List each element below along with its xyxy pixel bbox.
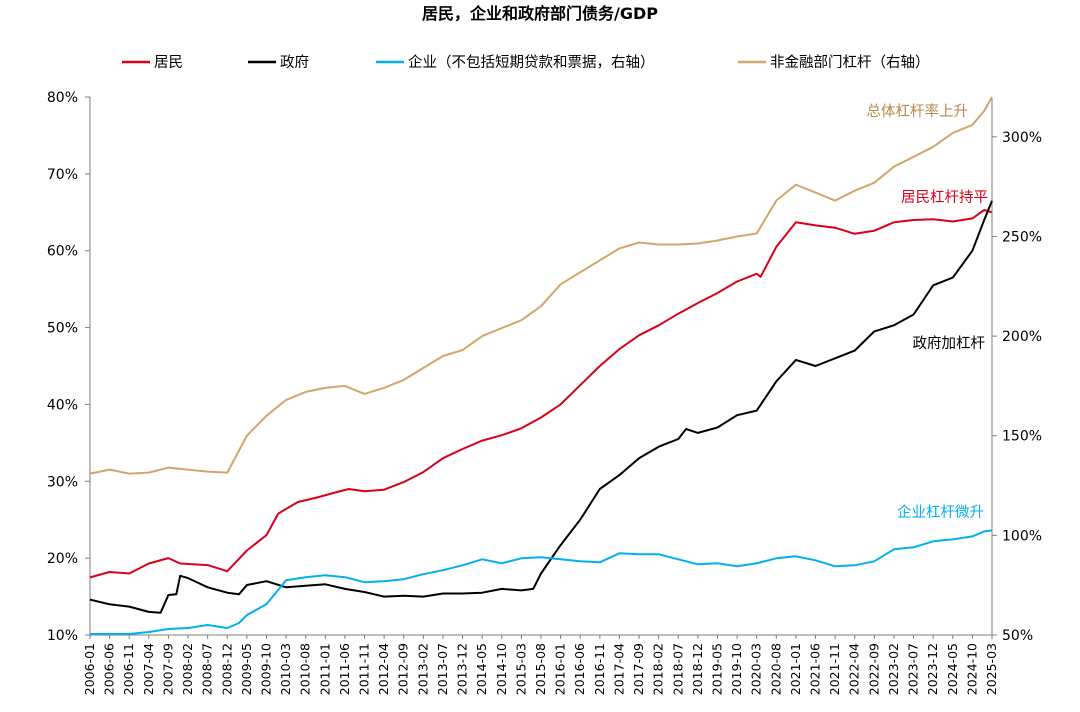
x-tick-label: 2006-11 — [121, 643, 136, 695]
right-tick-label: 100% — [1002, 528, 1042, 544]
x-tick-label: 2022-09 — [866, 643, 881, 695]
x-tick-label: 2007-09 — [160, 643, 175, 695]
x-tick-label: 2008-02 — [180, 643, 195, 695]
series-line-3 — [90, 529, 993, 635]
x-tick-label: 2021-06 — [808, 643, 823, 695]
series-group — [89, 96, 993, 635]
x-tick-label: 2016-11 — [592, 643, 607, 695]
x-tick-label: 2013-12 — [455, 643, 470, 695]
x-tick-label: 2023-07 — [906, 643, 921, 695]
x-tick-label: 2012-09 — [396, 643, 411, 695]
x-tick-label: 2021-01 — [788, 643, 803, 695]
x-tick-label: 2015-03 — [513, 643, 528, 695]
x-tick-label: 2006-06 — [102, 643, 117, 695]
x-tick-label: 2011-01 — [317, 643, 332, 695]
left-tick-label: 50% — [47, 321, 78, 337]
x-tick-label: 2014-05 — [474, 643, 489, 695]
right-tick-label: 250% — [1002, 229, 1042, 245]
x-tick-label: 2008-12 — [219, 643, 234, 695]
x-tick-label: 2011-06 — [337, 643, 352, 695]
x-tick-label: 2009-10 — [258, 643, 273, 695]
x-tick-label: 2009-05 — [239, 643, 254, 695]
x-tick-label: 2019-05 — [709, 643, 724, 695]
right-tick-label: 150% — [1002, 429, 1042, 445]
left-tick-label: 30% — [47, 474, 78, 490]
x-tick-label: 2023-02 — [886, 643, 901, 695]
x-tick-label: 2015-08 — [533, 643, 548, 695]
legend: 居民 政府 企业（不包括短期贷款和票据，右轴） 非金融部门杠杆（右轴） — [122, 53, 930, 71]
right-tick-label: 200% — [1002, 329, 1042, 345]
annotation-2: 居民杠杆持平 — [901, 189, 988, 206]
x-tick-label: 2023-12 — [925, 643, 940, 695]
x-tick-label: 2024-10 — [964, 643, 979, 695]
x-tick-label: 2006-01 — [82, 643, 97, 695]
x-tick-label: 2016-06 — [572, 643, 587, 695]
series-line-2 — [89, 200, 993, 614]
x-tick-label: 2007-04 — [141, 643, 156, 695]
x-tick-label: 2010-08 — [298, 643, 313, 695]
x-tick-label: 2025-03 — [984, 643, 999, 695]
chart-title: 居民，企业和政府部门债务/GDP — [422, 4, 658, 23]
legend-label: 非金融部门杠杆（右轴） — [770, 54, 930, 71]
x-tick-label: 2014-10 — [494, 643, 509, 695]
left-tick-label: 70% — [47, 167, 78, 183]
series-line-1 — [89, 209, 993, 579]
x-tick-label: 2017-09 — [631, 643, 646, 695]
x-tick-label: 2013-07 — [435, 643, 450, 695]
x-tick-label: 2017-04 — [611, 643, 626, 695]
right-tick-label: 300% — [1002, 130, 1042, 146]
axes: 10% 20% 30% 40% 50% 60% 70% 80% 50% 100% 150% 200% 2… — [47, 90, 1042, 695]
x-tick-label: 2018-12 — [690, 643, 705, 695]
legend-label: 政府 — [280, 54, 309, 71]
x-tick-label: 2018-07 — [670, 643, 685, 695]
annotation-1: 总体杠杆率上升 — [867, 103, 969, 120]
x-tick-label: 2008-07 — [200, 643, 215, 695]
left-tick-label: 80% — [47, 90, 78, 106]
legend-label: 企业（不包括短期贷款和票据，右轴） — [408, 53, 655, 71]
x-tick-label: 2016-01 — [553, 643, 568, 695]
x-tick-label: 2022-04 — [847, 643, 862, 695]
right-tick-label: 50% — [1002, 628, 1033, 644]
annotation-3: 政府加杠杆 — [913, 335, 986, 352]
x-tick-label: 2013-02 — [415, 643, 430, 695]
x-tick-label: 2019-10 — [729, 643, 744, 695]
x-tick-label: 2018-02 — [651, 643, 666, 695]
x-tick-label: 2024-05 — [945, 643, 960, 695]
left-tick-label: 60% — [47, 244, 78, 260]
left-tick-label: 40% — [47, 397, 78, 413]
x-tick-label: 2020-03 — [749, 643, 764, 695]
x-tick-label: 2011-11 — [357, 643, 372, 695]
x-tick-label: 2020-08 — [768, 643, 783, 695]
x-tick-label: 2012-04 — [376, 643, 391, 695]
x-tick-label: 2010-03 — [278, 643, 293, 695]
series-line-4 — [89, 96, 993, 475]
left-tick-label: 20% — [47, 551, 78, 567]
legend-label: 居民 — [154, 55, 183, 71]
annotation-4: 企业杠杆微升 — [897, 503, 984, 521]
left-tick-label: 10% — [47, 628, 78, 644]
x-tick-label: 2021-11 — [827, 643, 842, 695]
